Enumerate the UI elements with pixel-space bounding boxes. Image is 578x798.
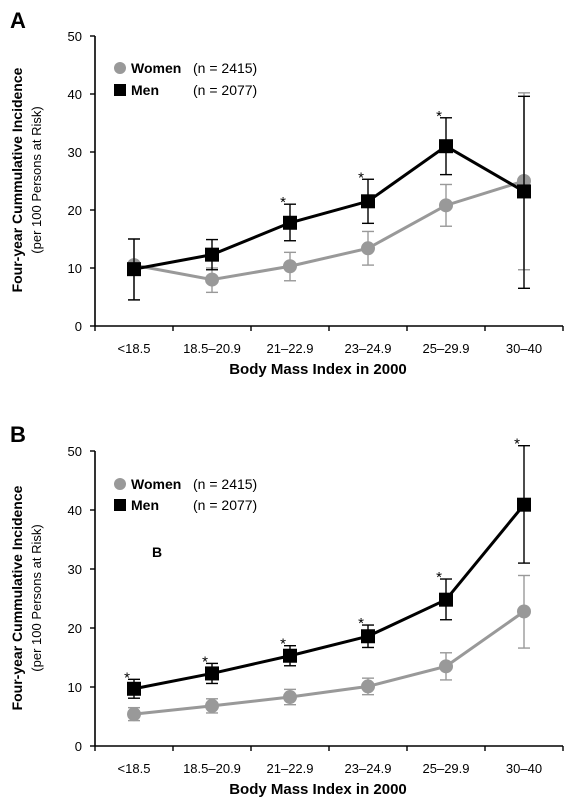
panel-b-men-significance-marker: * bbox=[436, 569, 442, 586]
panel-a-y-tick-label: 30 bbox=[68, 145, 82, 160]
panel-a-men-line bbox=[133, 144, 525, 271]
panel-a-y-tick-label: 20 bbox=[68, 203, 82, 218]
panel-b-men-line bbox=[133, 503, 526, 691]
panel-b-letter: B bbox=[10, 422, 26, 447]
panel-b-y-tick-label: 30 bbox=[68, 562, 82, 577]
panel-b-men-point bbox=[517, 497, 531, 512]
panel-b-men-significance-marker: * bbox=[358, 615, 364, 632]
panel-a-men-point bbox=[127, 262, 141, 277]
panel-b-y-tick-label: 10 bbox=[68, 680, 82, 695]
panel-a-men-point bbox=[439, 139, 453, 154]
panel-a-y-tick-label: 0 bbox=[75, 319, 82, 334]
panel-b-y-tick-label: 50 bbox=[68, 444, 82, 459]
panel-a-x-tick-label: 21–22.9 bbox=[267, 341, 314, 356]
panel-b-women-point bbox=[283, 690, 297, 705]
panel-a-x-tick-label: 25–29.9 bbox=[423, 341, 470, 356]
panel-b-y-tick-label: 0 bbox=[75, 739, 82, 754]
panel-b-women-point bbox=[439, 659, 453, 674]
legend-men-marker bbox=[114, 84, 126, 96]
panel-b-x-axis-title: Body Mass Index in 2000 bbox=[229, 781, 407, 798]
panel-b-women-line bbox=[133, 610, 525, 716]
panel-a-men-point bbox=[283, 215, 297, 230]
panel-a-women-point bbox=[361, 241, 375, 256]
legend-men-n: (n = 2077) bbox=[193, 82, 257, 98]
legend-men-label: Men bbox=[131, 497, 159, 513]
panel-b-x-tick-label: 21–22.9 bbox=[267, 761, 314, 776]
legend-women-marker bbox=[114, 478, 126, 490]
panel-b-men-point bbox=[283, 648, 297, 663]
panel-b-men-significance-marker: * bbox=[514, 436, 520, 453]
panel-a-women-point bbox=[205, 272, 219, 287]
panel-b-men-significance-marker: * bbox=[124, 669, 130, 686]
panel-a-y-axis-title: Four-year Cummulative Incidence bbox=[9, 67, 25, 292]
panel-a-x-tick-label: <18.5 bbox=[118, 341, 151, 356]
panel-a-y-tick-label: 50 bbox=[68, 29, 82, 44]
panel-a-legend: Women (n = 2415) Men (n = 2077) bbox=[114, 60, 257, 98]
panel-b-inset-label: B bbox=[152, 544, 162, 560]
panel-a-men-point bbox=[361, 194, 375, 209]
legend-men-label: Men bbox=[131, 82, 159, 98]
panel-a-x-tick-label: 23–24.9 bbox=[345, 341, 392, 356]
panel-b-men-point bbox=[205, 666, 219, 681]
panel-a-men-point bbox=[517, 184, 531, 199]
panel-b-x-tick-label: 18.5–20.9 bbox=[183, 761, 241, 776]
panel-a-women-point bbox=[439, 198, 453, 213]
legend-women-n: (n = 2415) bbox=[193, 476, 257, 492]
panel-b-y-tick-label: 40 bbox=[68, 503, 82, 518]
panel-b-x-tick-label: 25–29.9 bbox=[423, 761, 470, 776]
panel-a-y-axis-subtitle: (per 100 Persons at Risk) bbox=[29, 106, 44, 253]
legend-men-n: (n = 2077) bbox=[193, 497, 257, 513]
panel-a-y-tick-label: 10 bbox=[68, 261, 82, 276]
legend-men-marker bbox=[114, 499, 126, 511]
panel-a-men-point bbox=[205, 247, 219, 262]
legend-women-marker bbox=[114, 62, 126, 74]
panel-a-letter: A bbox=[10, 8, 26, 33]
panel-b-y-tick-label: 20 bbox=[68, 621, 82, 636]
legend-women-label: Women bbox=[131, 476, 181, 492]
panel-b-women-point bbox=[361, 679, 375, 694]
panel-a-women-point bbox=[283, 259, 297, 274]
panel-a-x-axis-title: Body Mass Index in 2000 bbox=[229, 361, 407, 378]
panel-b-y-axis-subtitle: (per 100 Persons at Risk) bbox=[29, 524, 44, 671]
panel-a-men-significance-marker: * bbox=[358, 169, 364, 186]
panel-b-women-point bbox=[517, 604, 531, 619]
legend-women-n: (n = 2415) bbox=[193, 60, 257, 76]
panel-b-y-axis-title: Four-year Cummulative Incidence bbox=[9, 485, 25, 710]
panel-b-legend: Women (n = 2415) Men (n = 2077) bbox=[114, 476, 257, 513]
panel-a-men-significance-marker: * bbox=[280, 194, 286, 211]
panel-b-x-tick-label: 30–40 bbox=[506, 761, 542, 776]
panel-b-men-significance-marker: * bbox=[280, 636, 286, 653]
panel-b-women-point bbox=[205, 698, 219, 713]
panel-a-men-significance-marker: * bbox=[436, 108, 442, 125]
panel-b-men-point bbox=[439, 592, 453, 607]
panel-a-y-tick-label: 40 bbox=[68, 87, 82, 102]
panel-a-women-line bbox=[133, 179, 525, 282]
panel-b-men-point bbox=[127, 681, 141, 696]
panel-b-women-point bbox=[127, 707, 141, 722]
panel-b-x-tick-label: 23–24.9 bbox=[345, 761, 392, 776]
panel-b-x-tick-label: <18.5 bbox=[118, 761, 151, 776]
panel-b-men-significance-marker: * bbox=[202, 653, 208, 670]
panel-a: A Four-year Cummulative Incidence (per 1… bbox=[9, 8, 564, 378]
panel-a-x-tick-label: 18.5–20.9 bbox=[183, 341, 241, 356]
legend-women-label: Women bbox=[131, 60, 181, 76]
panel-b-men-point bbox=[361, 629, 375, 644]
panel-a-x-tick-label: 30–40 bbox=[506, 341, 542, 356]
panel-b: B Four-year Cummulative Incidence (per 1… bbox=[9, 422, 564, 798]
